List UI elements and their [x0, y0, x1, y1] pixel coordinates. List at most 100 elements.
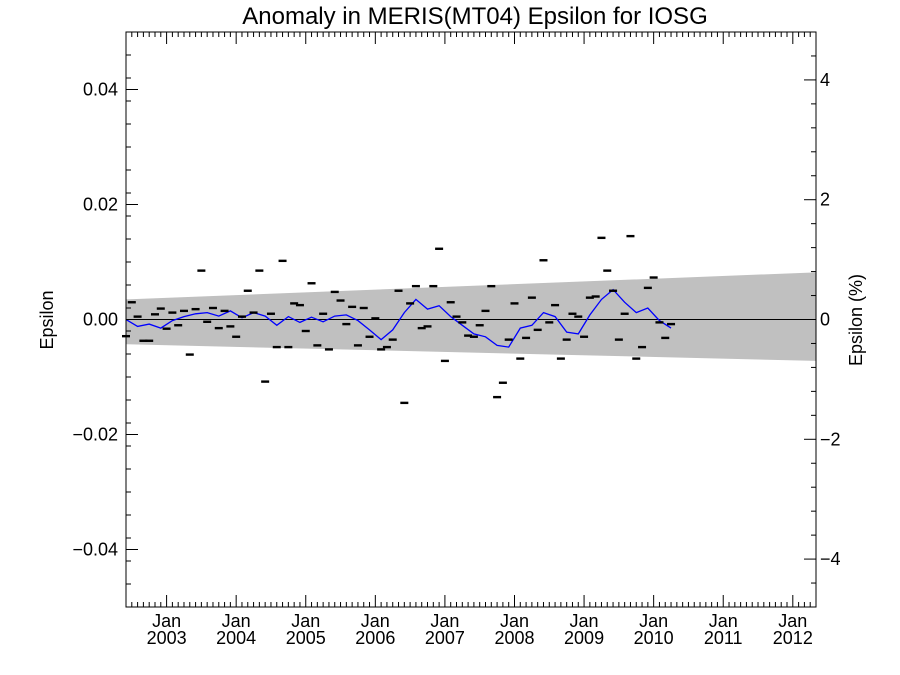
- data-point: [510, 302, 519, 305]
- x-tick-label-month: Jan: [709, 611, 738, 631]
- data-point: [574, 315, 583, 318]
- x-tick-label-year: 2006: [355, 628, 395, 648]
- x-tick-label-month: Jan: [291, 611, 320, 631]
- data-point: [539, 259, 548, 262]
- data-point: [220, 309, 229, 313]
- x-axis: Jan2003Jan2004Jan2005Jan2006Jan2007Jan20…: [131, 32, 813, 648]
- data-point: [458, 321, 467, 324]
- data-point: [191, 307, 200, 311]
- y-tick-label: −0.04: [72, 540, 118, 560]
- data-point: [406, 302, 415, 305]
- data-point: [278, 259, 287, 263]
- x-tick-label-year: 2007: [425, 628, 465, 648]
- data-point: [382, 345, 391, 349]
- data-point: [400, 401, 409, 405]
- running-mean-line: [125, 288, 672, 348]
- data-point: [475, 324, 484, 327]
- data-point: [626, 234, 635, 238]
- data-point: [435, 247, 444, 250]
- data-point: [394, 289, 403, 292]
- y-tick-label-right: 2: [820, 190, 830, 210]
- data-point: [203, 320, 212, 323]
- x-tick-label-month: Jan: [222, 611, 251, 631]
- data-point: [580, 335, 589, 338]
- data-point: [469, 335, 478, 338]
- x-tick-label-year: 2004: [216, 628, 256, 648]
- data-point: [197, 269, 206, 272]
- right-y-axis: 4 2 0 −2 −4: [804, 55, 841, 584]
- data-point: [464, 334, 473, 337]
- y-tick-label: 0.04: [83, 80, 118, 100]
- data-point: [481, 309, 490, 313]
- data-point: [214, 326, 223, 330]
- data-point: [568, 312, 577, 315]
- data-point: [614, 338, 623, 341]
- x-tick-label-month: Jan: [152, 611, 181, 631]
- y-axis-title-right: Epsilon (%): [846, 274, 866, 366]
- data-point: [516, 357, 525, 360]
- x-tick-label-month: Jan: [361, 611, 390, 631]
- data-point: [232, 335, 241, 338]
- data-point: [139, 339, 148, 342]
- data-point: [452, 315, 461, 318]
- data-point: [446, 301, 455, 304]
- data-point: [174, 324, 183, 327]
- data-point: [168, 311, 177, 314]
- data-point: [353, 344, 362, 347]
- data-point: [643, 286, 652, 290]
- data-point: [371, 317, 380, 320]
- data-point: [423, 325, 432, 328]
- data-point: [551, 303, 560, 307]
- data-point: [295, 303, 304, 307]
- x-tick-label-year: 2010: [634, 628, 674, 648]
- data-point: [226, 325, 235, 328]
- data-point: [661, 336, 670, 340]
- data-point: [649, 276, 658, 279]
- data-point: [179, 309, 188, 313]
- x-tick-label-year: 2011: [704, 628, 743, 648]
- data-point: [655, 321, 664, 324]
- data-point: [620, 312, 629, 315]
- data-point: [237, 315, 246, 318]
- data-point: [585, 296, 594, 299]
- data-point: [208, 306, 217, 310]
- data-point: [162, 327, 171, 330]
- data-point: [411, 284, 420, 288]
- data-point: [284, 345, 293, 349]
- y-tick-label: −0.02: [72, 425, 118, 445]
- data-point: [365, 335, 374, 338]
- data-point: [504, 338, 513, 341]
- x-tick-label-year: 2008: [494, 628, 534, 648]
- data-point: [388, 338, 397, 341]
- data-point: [359, 306, 368, 310]
- x-tick-label-month: Jan: [778, 611, 807, 631]
- y-tick-label-right: −2: [820, 429, 841, 449]
- x-tick-label-month: Jan: [639, 611, 668, 631]
- y-tick-label-right: 4: [820, 70, 830, 90]
- data-point: [417, 326, 426, 330]
- data-point: [255, 269, 264, 272]
- x-tick-label-month: Jan: [430, 611, 459, 631]
- uncertainty-band: [126, 272, 816, 361]
- data-point: [336, 299, 345, 302]
- x-tick-label-year: 2005: [286, 628, 326, 648]
- series-line: [125, 288, 672, 348]
- data-point: [348, 305, 357, 309]
- x-tick-label-month: Jan: [500, 611, 529, 631]
- data-point: [498, 381, 507, 384]
- data-point: [266, 312, 275, 315]
- y-tick-label: 0.00: [83, 310, 118, 330]
- data-point: [324, 348, 333, 351]
- data-point: [545, 321, 554, 324]
- data-point: [377, 348, 386, 351]
- data-point: [632, 357, 641, 360]
- y-axis-title-left: Epsilon: [37, 290, 57, 349]
- data-point: [249, 311, 258, 314]
- data-point: [243, 289, 252, 292]
- data-point: [591, 295, 600, 298]
- data-point: [597, 236, 606, 240]
- y-tick-label-right: 0: [820, 310, 830, 330]
- data-point: [562, 338, 571, 341]
- data-point: [301, 329, 310, 333]
